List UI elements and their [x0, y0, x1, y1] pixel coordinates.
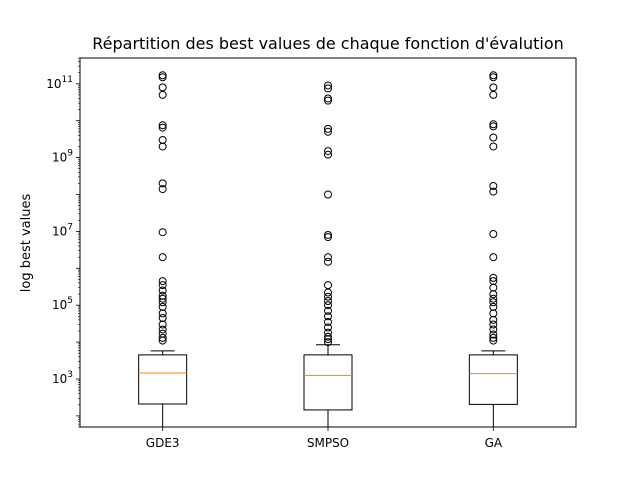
outlier-point	[324, 318, 332, 327]
outlier-point	[489, 290, 498, 299]
outlier-point	[324, 338, 332, 347]
outlier-point	[158, 294, 167, 303]
outlier-point	[158, 90, 167, 99]
outlier-point	[324, 301, 332, 310]
outlier-point	[489, 283, 498, 292]
outlier-point	[324, 332, 332, 341]
outlier-point	[324, 328, 332, 337]
box-iqr	[303, 354, 353, 411]
outlier-point	[324, 281, 332, 290]
outlier-point	[158, 286, 167, 295]
outlier-point	[158, 228, 167, 237]
outlier-point	[489, 90, 498, 99]
plot-frame	[79, 57, 577, 428]
outlier-point	[489, 120, 498, 129]
outlier-point	[489, 229, 498, 238]
outlier-point	[324, 292, 332, 301]
outlier-point	[158, 320, 167, 329]
chart-title: Répartition des best values de chaque fo…	[92, 34, 564, 53]
outlier-point	[158, 71, 167, 80]
outlier-point	[324, 150, 332, 159]
outlier-point	[489, 336, 498, 345]
outlier-point	[158, 298, 167, 307]
outlier-point	[489, 330, 498, 339]
outlier-point	[158, 333, 167, 342]
y-tick-label: 1011	[46, 75, 73, 91]
outlier-point	[324, 94, 332, 103]
outlier-point	[324, 233, 332, 242]
outlier-point	[158, 253, 167, 262]
outlier-point	[158, 313, 167, 322]
y-tick-label: 109	[52, 149, 73, 165]
y-tick-label: 103	[52, 370, 73, 386]
y-tick-label: 107	[52, 222, 73, 238]
outlier-point	[324, 127, 332, 136]
outlier-point	[489, 294, 498, 303]
outlier-point	[158, 121, 167, 130]
outlier-point	[324, 257, 332, 266]
outlier-point	[489, 253, 498, 262]
outlier-point	[489, 320, 498, 329]
outlier-point	[489, 325, 498, 334]
outlier-point	[324, 306, 332, 315]
outlier-point	[489, 302, 498, 311]
plot-area: 103 105 107 109 1011 GDE3 SMPSO GA	[46, 57, 518, 450]
box-iqr	[468, 354, 518, 405]
outlier-point	[158, 179, 167, 188]
outlier-point	[489, 133, 498, 142]
outlier-point	[489, 273, 498, 282]
y-axis-label: log best values	[19, 194, 34, 293]
outlier-point	[489, 122, 498, 131]
outlier-point	[158, 135, 167, 144]
outlier-point	[324, 96, 332, 105]
outlier-point	[324, 84, 332, 93]
outlier-point	[489, 83, 498, 92]
outlier-point	[489, 298, 498, 307]
x-tick-label: GDE3	[146, 436, 180, 450]
box-iqr	[138, 354, 188, 405]
outlier-point	[158, 281, 167, 290]
outlier-point	[489, 277, 498, 286]
outlier-point	[158, 83, 167, 92]
outlier-point	[489, 315, 498, 324]
outlier-point	[324, 323, 332, 332]
outlier-point	[324, 81, 332, 90]
outlier-point	[158, 73, 167, 82]
outlier-point	[324, 147, 332, 156]
outlier-point	[489, 187, 498, 196]
outlier-point	[158, 123, 167, 132]
outlier-point	[489, 181, 498, 190]
x-tick-label: GA	[485, 436, 503, 450]
outlier-point	[158, 142, 167, 151]
outlier-point	[324, 190, 332, 199]
outlier-point	[489, 333, 498, 342]
outlier-point	[158, 325, 167, 334]
outlier-point	[489, 71, 498, 80]
outlier-point	[324, 124, 332, 133]
outlier-point	[324, 296, 332, 305]
outlier-point	[324, 312, 332, 321]
x-tick-label: SMPSO	[307, 436, 349, 450]
outlier-point	[489, 309, 498, 318]
outlier-point	[158, 291, 167, 300]
outlier-point	[324, 335, 332, 344]
outlier-point	[158, 329, 167, 338]
outlier-point	[158, 185, 167, 194]
outlier-point	[158, 302, 167, 311]
outlier-point	[158, 277, 167, 286]
outlier-point	[489, 73, 498, 82]
outlier-point	[324, 253, 332, 262]
outlier-point	[324, 230, 332, 239]
outlier-point	[489, 142, 498, 151]
outlier-point	[158, 309, 167, 318]
y-tick-label: 105	[52, 296, 73, 312]
